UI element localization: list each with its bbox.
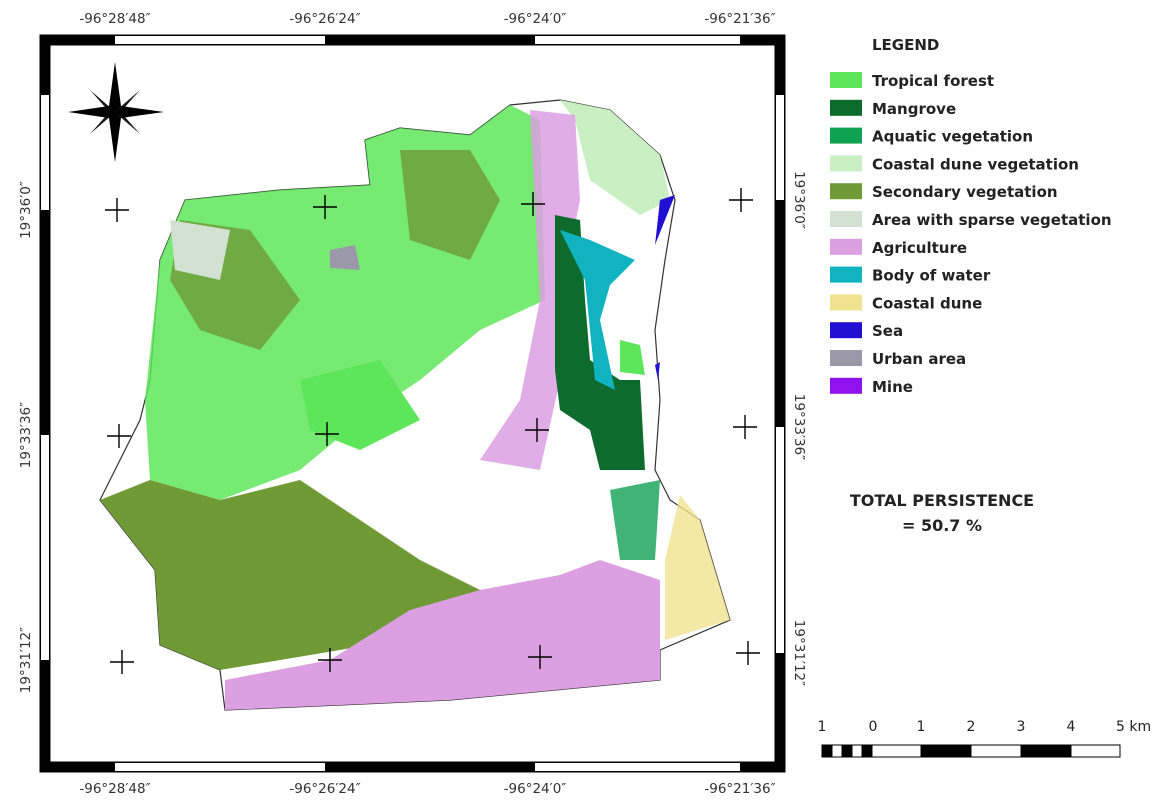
- legend-swatch: [830, 127, 862, 144]
- legend-title: LEGEND: [872, 36, 939, 54]
- legend-label: Mangrove: [872, 100, 956, 118]
- scale-label: 2: [967, 719, 976, 735]
- legend-label: Tropical forest: [872, 72, 994, 90]
- legend-swatch: [830, 238, 862, 255]
- legend-label: Mine: [872, 378, 913, 396]
- top-coordinate: -96°21′36″: [704, 11, 775, 27]
- scale-label: 1: [818, 719, 827, 735]
- grid-crosses: [105, 188, 760, 674]
- legend-label: Secondary vegetation: [872, 183, 1058, 201]
- coordinate-labels: -96°28′48″ -96°26′24″ -96°24′0″ -96°21′36″ -…: [18, 11, 807, 797]
- persistence-label: TOTAL PERSISTENCE: [850, 491, 1034, 510]
- legend-label: Agriculture: [872, 239, 967, 257]
- legend-label: Urban area: [872, 350, 966, 368]
- legend-swatch: [830, 294, 862, 311]
- legend-label: Body of water: [872, 267, 991, 285]
- bottom-coordinate: -96°26′24″: [289, 781, 360, 797]
- legend-label: Sea: [872, 322, 903, 340]
- legend-label: Aquatic vegetation: [872, 128, 1033, 146]
- right-coordinate: 19°33′36″: [791, 394, 807, 460]
- legend-swatch: [830, 155, 862, 172]
- persistence-value: = 50.7 %: [902, 516, 982, 535]
- scale-bar: [821, 744, 1121, 758]
- scale-label: 3: [1017, 719, 1026, 735]
- left-coordinate: 19°33′36″: [18, 402, 34, 468]
- legend-swatch: [830, 266, 862, 283]
- north-arrow: [68, 62, 164, 162]
- legend-label: Coastal dune: [872, 294, 982, 312]
- bottom-coordinate: -96°24′0″: [504, 781, 567, 797]
- top-coordinate: -96°28′48″: [79, 11, 150, 27]
- legend-swatch: [830, 183, 862, 200]
- study-area: [99, 99, 731, 711]
- right-coordinate: 19°36′0″: [791, 171, 807, 229]
- bottom-coordinate: -96°28′48″: [79, 781, 150, 797]
- legend-swatch: [830, 322, 862, 339]
- scale-label: 1: [917, 719, 926, 735]
- top-coordinate: -96°26′24″: [289, 11, 360, 27]
- left-coordinate: 19°36′0″: [18, 181, 34, 239]
- legend-label: Coastal dune vegetation: [872, 155, 1079, 173]
- legend-swatch: [830, 211, 862, 227]
- scale-labels: 1 0 1 2 3 4 5 km: [818, 719, 1152, 735]
- scale-label: 5 km: [1116, 719, 1151, 735]
- left-coordinate: 19°31′12″: [18, 627, 34, 693]
- top-coordinate: -96°24′0″: [504, 11, 567, 27]
- legend-swatch: [830, 350, 862, 366]
- legend-swatch: [830, 72, 862, 88]
- bottom-coordinate: -96°21′36″: [704, 781, 775, 797]
- scale-label: 0: [869, 719, 878, 735]
- right-coordinate: 19°31′12″: [791, 620, 807, 686]
- legend-swatch: [830, 99, 862, 116]
- legend-swatch: [830, 377, 862, 394]
- legend: Tropical forest Mangrove Aquatic vegetatio…: [830, 72, 1112, 396]
- scale-label: 4: [1067, 719, 1076, 735]
- legend-label: Area with sparse vegetation: [872, 211, 1112, 229]
